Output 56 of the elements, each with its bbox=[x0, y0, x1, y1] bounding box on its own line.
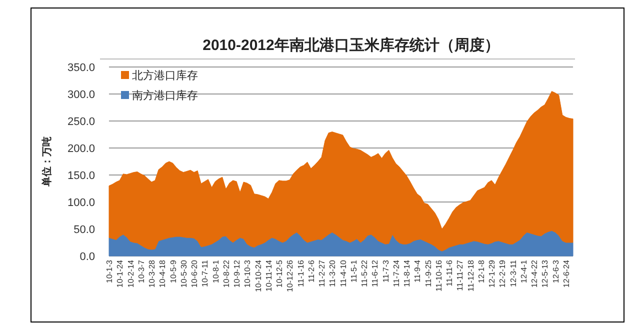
x-tick-label: 10-7-11 bbox=[200, 259, 210, 287]
x-tick-label: 11-3-20 bbox=[328, 259, 338, 287]
x-tick-label: 10-10-3 bbox=[243, 259, 252, 288]
x-tick-label: 12-4-1 bbox=[519, 259, 528, 284]
x-tick-label: 12-5-13 bbox=[540, 259, 550, 288]
legend-label: 南方港口库存 bbox=[132, 89, 198, 102]
legend-label: 北方港口库存 bbox=[132, 69, 198, 82]
x-tick-label: 10-12-5 bbox=[275, 259, 284, 288]
x-tick-label: 11-9-25 bbox=[424, 259, 433, 287]
x-tick-label: 10-2-14 bbox=[126, 259, 136, 288]
y-tick-label: 50.0 bbox=[74, 224, 95, 236]
x-tick-label: 11-7-24 bbox=[392, 259, 401, 287]
x-tick-label: 10-5-9 bbox=[168, 259, 178, 284]
x-tick-label: 12-4-22 bbox=[530, 259, 540, 288]
x-tick-label: 10-11-14 bbox=[264, 259, 274, 292]
x-tick-label: 11-9-4 bbox=[413, 259, 422, 283]
x-tick-label: 10-6-20 bbox=[190, 259, 200, 288]
x-tick-label: 10-5-30 bbox=[179, 259, 188, 288]
y-tick-label: 100.0 bbox=[67, 197, 95, 209]
chart-title: 2010-2012年南北港口玉米库存统计（周度） bbox=[202, 36, 500, 54]
x-tick-label: 11-1-16 bbox=[296, 259, 306, 287]
x-tick-label: 12-2-19 bbox=[498, 259, 508, 288]
x-tick-label: 10-1-3 bbox=[105, 259, 114, 284]
x-tick-label: 10-3-28 bbox=[148, 259, 157, 288]
x-tick-label: 11-4-10 bbox=[338, 259, 348, 287]
x-tick-label: 12-6-24 bbox=[562, 259, 571, 288]
x-tick-label: 11-6-12 bbox=[370, 259, 380, 287]
x-tick-label: 10-1-24 bbox=[116, 259, 125, 288]
x-tick-label: 11-2-6 bbox=[306, 259, 316, 283]
y-axis-title: 单位：万吨 bbox=[41, 136, 53, 188]
x-tick-label: 10-4-18 bbox=[158, 259, 168, 288]
x-tick-label: 10-8-22 bbox=[222, 259, 231, 288]
y-tick-label: 0.0 bbox=[80, 251, 95, 263]
x-tick-label: 11-11-27 bbox=[456, 259, 465, 291]
x-tick-label: 10-12-26 bbox=[286, 259, 295, 292]
x-tick-label: 11-5-1 bbox=[349, 259, 358, 283]
x-tick-label: 12-1-8 bbox=[476, 259, 486, 284]
y-tick-label: 350.0 bbox=[67, 62, 95, 74]
x-tick-label: 11-2-27 bbox=[318, 259, 327, 287]
x-tick-label: 11-5-22 bbox=[360, 259, 370, 287]
x-tick-label: 10-8-1 bbox=[211, 259, 220, 284]
y-tick-label: 300.0 bbox=[67, 89, 95, 101]
y-tick-label: 200.0 bbox=[67, 143, 95, 155]
x-tick-label: 12-3-11 bbox=[508, 259, 518, 287]
y-tick-label: 150.0 bbox=[67, 170, 95, 182]
y-tick-label: 250.0 bbox=[67, 116, 95, 128]
x-tick-label: 12-1-29 bbox=[488, 259, 497, 288]
x-tick-label: 11-10-16 bbox=[434, 259, 444, 292]
x-tick-label: 11-7-3 bbox=[381, 259, 390, 283]
x-tick-label: 10-9-12 bbox=[232, 259, 242, 288]
x-tick-label: 10-10-24 bbox=[254, 259, 263, 292]
x-tick-label: 11-12-18 bbox=[466, 259, 476, 292]
x-tick-label: 11-11-6 bbox=[445, 259, 454, 286]
x-tick-label: 10-3-7 bbox=[136, 259, 146, 284]
x-tick-label: 12-6-3 bbox=[551, 259, 560, 284]
x-tick-label: 11-8-14 bbox=[402, 259, 412, 287]
